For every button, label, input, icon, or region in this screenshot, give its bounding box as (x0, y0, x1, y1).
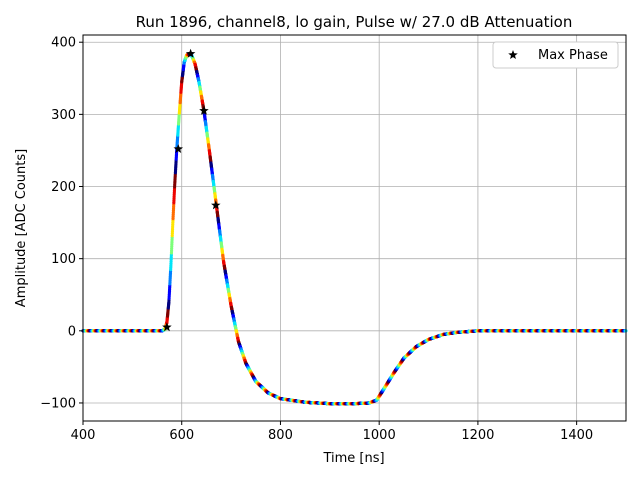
plot-background (83, 35, 626, 421)
pulse-curve (81, 52, 628, 406)
grid (82, 35, 626, 421)
plot-area (83, 35, 626, 421)
